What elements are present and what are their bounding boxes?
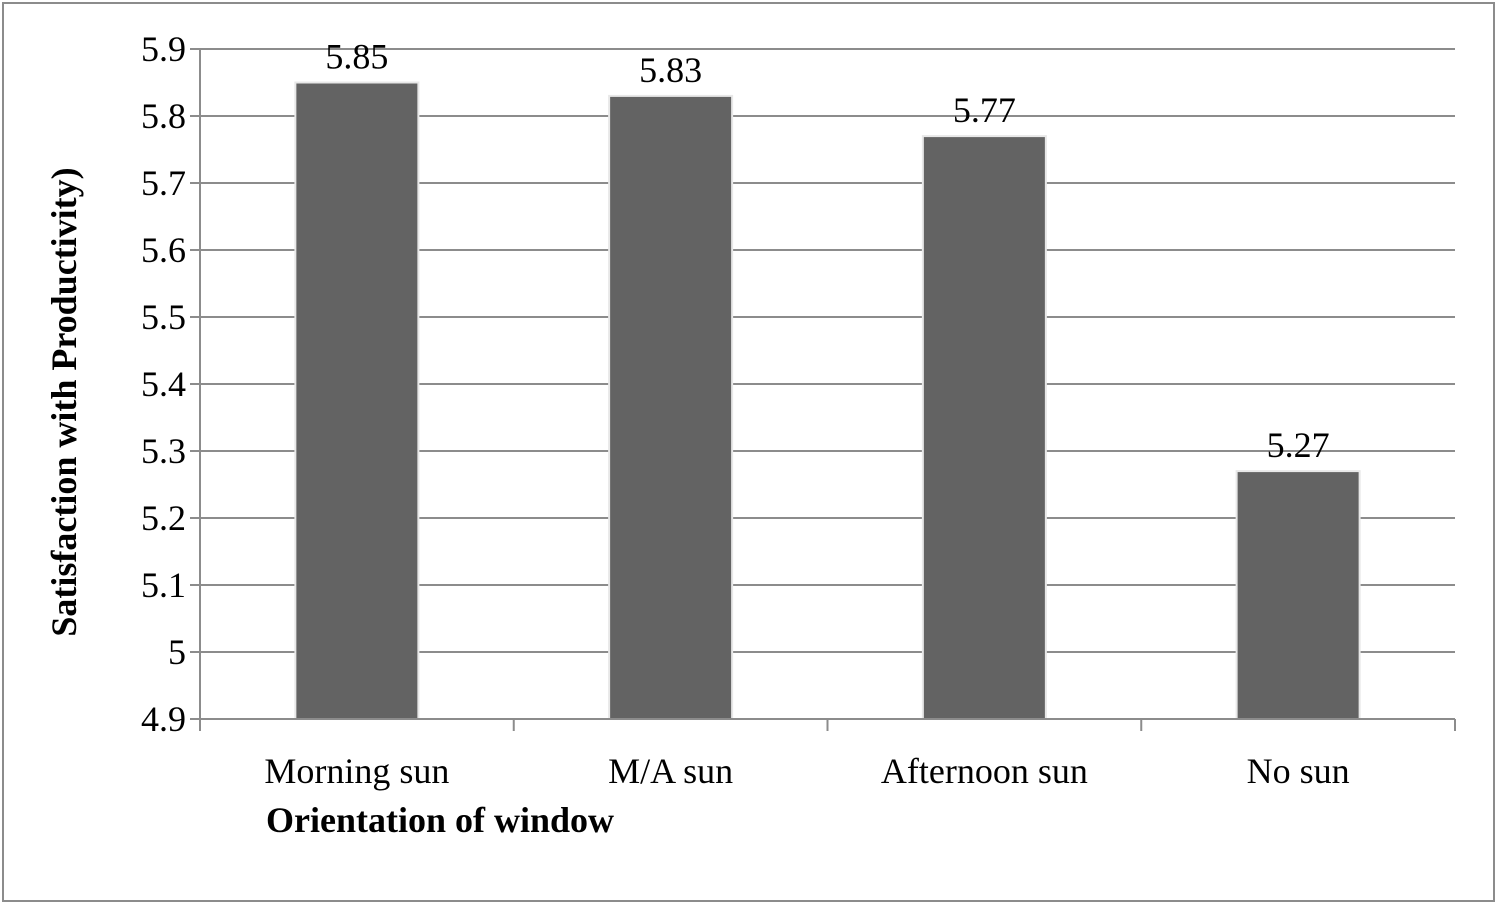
bar — [294, 81, 420, 720]
bars — [294, 81, 1361, 721]
data-label: 5.85 — [325, 37, 388, 77]
bar — [921, 135, 1047, 721]
y-tick-label: 5.1 — [141, 565, 186, 605]
x-category-label: M/A sun — [608, 751, 733, 791]
data-label: 5.77 — [953, 90, 1016, 130]
y-tick-label: 5.8 — [141, 96, 186, 136]
x-axis-category-labels: Morning sun M/A sun Afternoon sun No sun — [264, 751, 1349, 791]
y-axis-title: Satisfaction with Productivity) — [44, 167, 84, 636]
bar — [1235, 470, 1361, 720]
y-axis-tick-labels: 5.9 5.8 5.7 5.6 5.5 5.4 5.3 5.2 5.1 5 4.9 — [141, 29, 186, 739]
x-axis — [199, 49, 1456, 731]
data-label: 5.27 — [1267, 425, 1330, 465]
y-tick-label: 5.9 — [141, 29, 186, 69]
y-tick-label: 5 — [168, 632, 186, 672]
y-tick-label: 5.6 — [141, 230, 186, 270]
x-category-label: Morning sun — [264, 751, 449, 791]
x-category-label: Afternoon sun — [881, 751, 1088, 791]
y-tick-label: 5.5 — [141, 297, 186, 337]
bar — [608, 94, 734, 720]
y-tick-label: 5.4 — [141, 364, 186, 404]
x-axis-title: Orientation of window — [266, 800, 614, 840]
data-label: 5.83 — [639, 50, 702, 90]
y-tick-label: 5.2 — [141, 498, 186, 538]
x-category-label: No sun — [1247, 751, 1350, 791]
y-tick-label: 5.3 — [141, 431, 186, 471]
y-tick-label: 4.9 — [141, 699, 186, 739]
data-labels: 5.85 5.83 5.77 5.27 — [325, 37, 1329, 466]
y-tick-label: 5.7 — [141, 163, 186, 203]
